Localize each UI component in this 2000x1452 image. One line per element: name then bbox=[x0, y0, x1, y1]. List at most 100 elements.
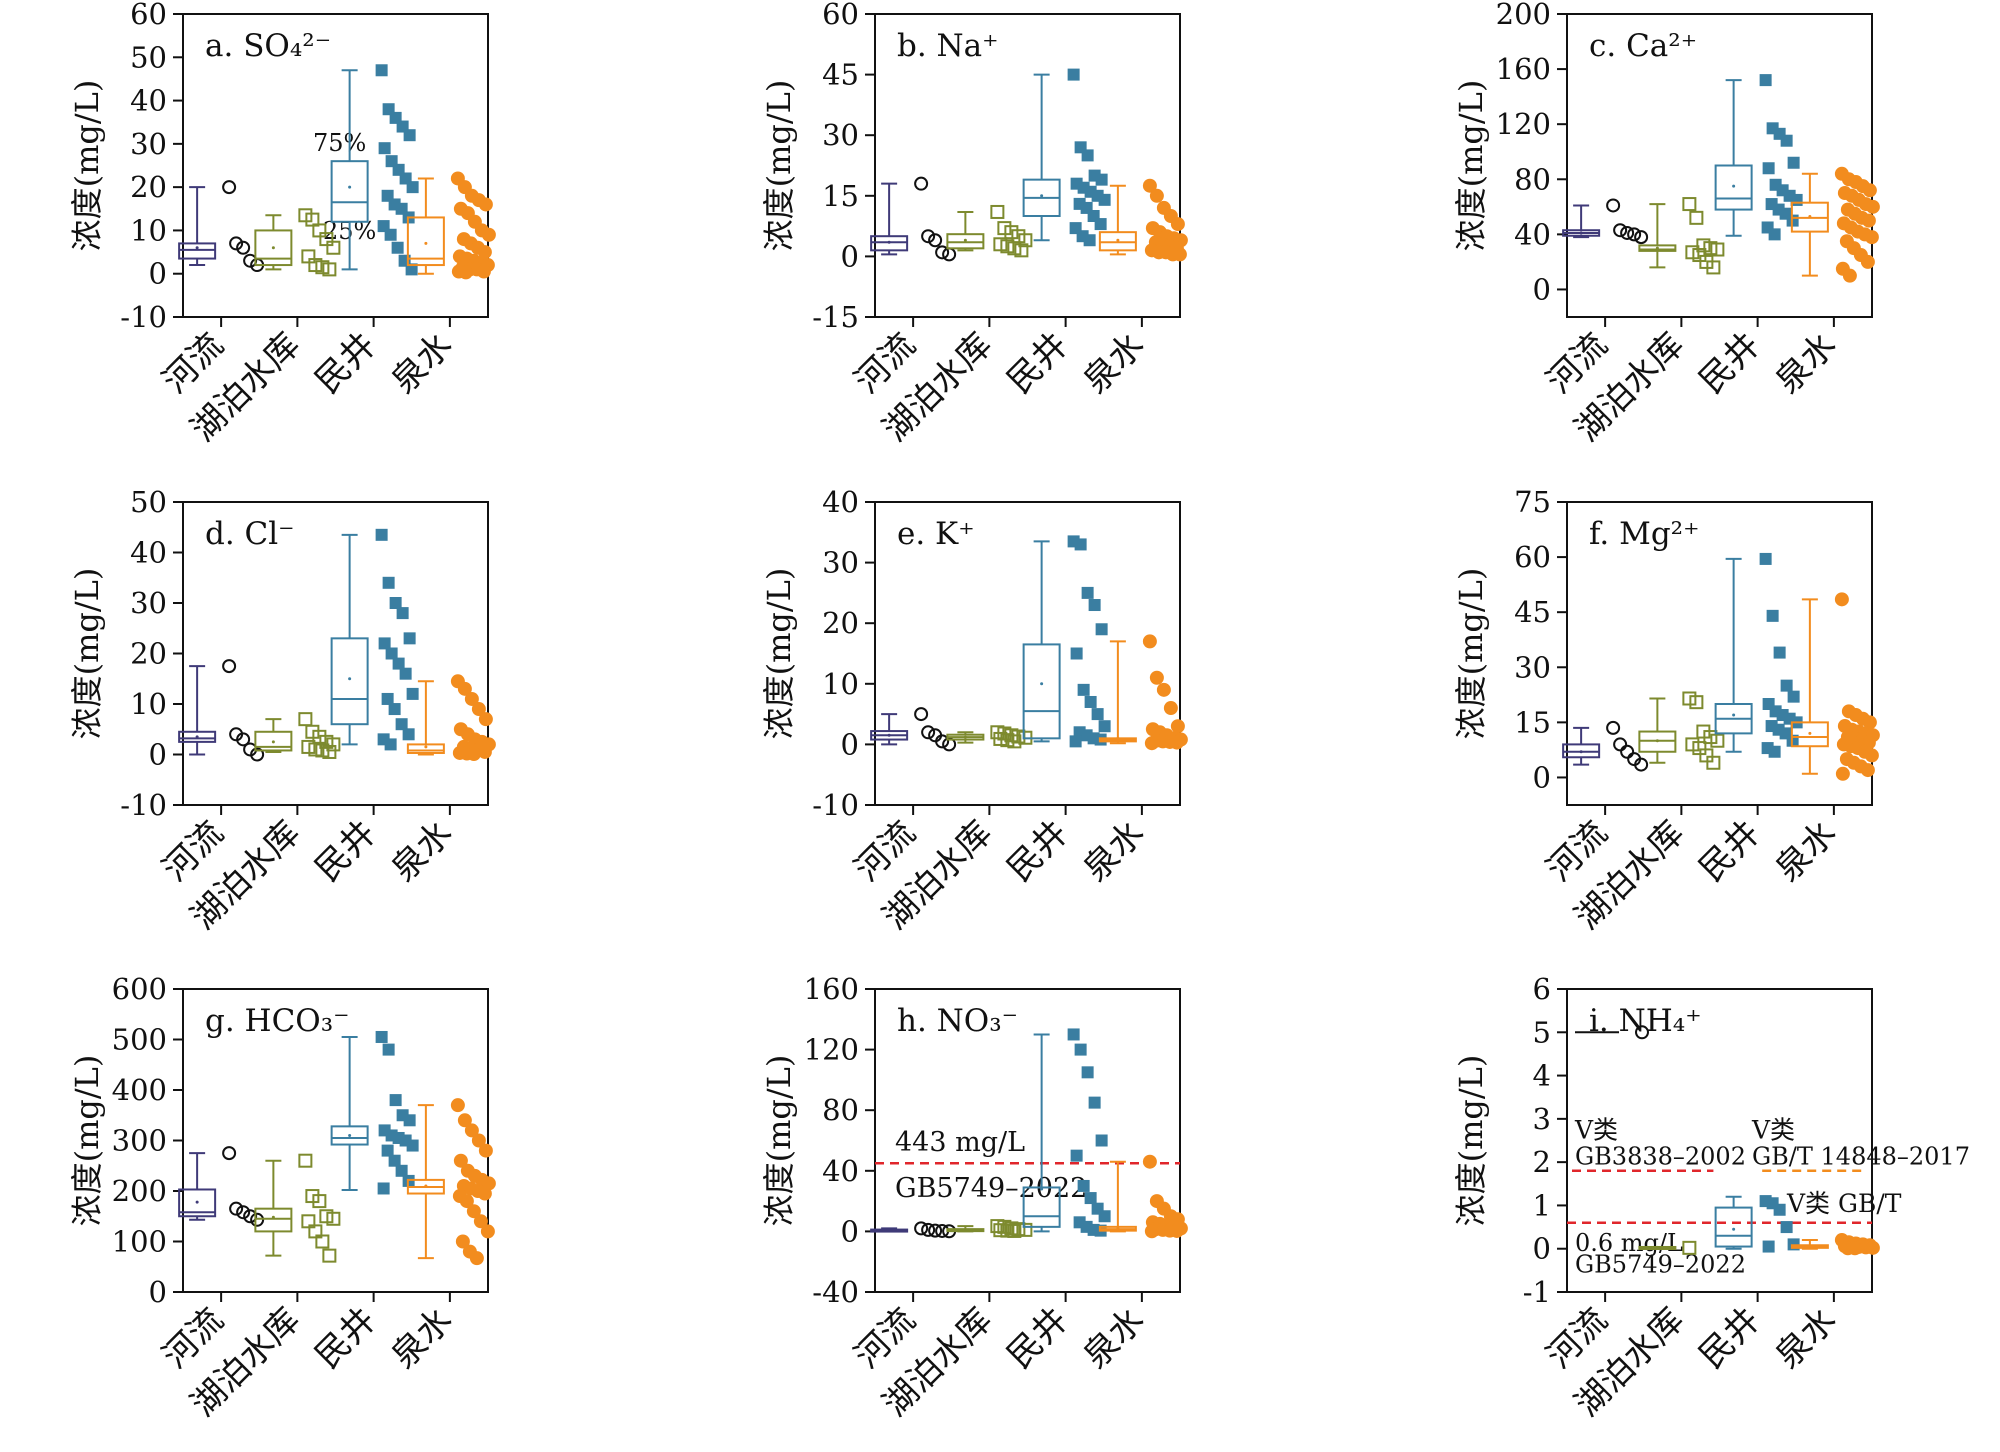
y-tick-label: 0 bbox=[1533, 1232, 1551, 1266]
data-point bbox=[322, 744, 337, 759]
data-point bbox=[1835, 766, 1850, 781]
mean-marker bbox=[1732, 1227, 1736, 1231]
data-point bbox=[322, 262, 337, 277]
box bbox=[1022, 643, 1061, 740]
data-point bbox=[478, 197, 493, 212]
panel-title: i. NH₄⁺ bbox=[1589, 1003, 1702, 1039]
data-point bbox=[1007, 1223, 1022, 1238]
data-point bbox=[458, 265, 473, 280]
data-point bbox=[1014, 243, 1029, 258]
reference-label: GB5749–2022 bbox=[895, 1173, 1087, 1204]
data-point bbox=[1710, 733, 1725, 748]
legend-sample-marker bbox=[1635, 1025, 1649, 1040]
data-point bbox=[1860, 254, 1875, 269]
x-tick-label: 泉水 bbox=[1076, 813, 1152, 889]
data-point bbox=[471, 702, 486, 717]
x-tick-label: 民井 bbox=[1692, 813, 1768, 889]
data-point bbox=[1156, 682, 1171, 697]
y-tick-label: 0 bbox=[149, 257, 167, 291]
mean-marker bbox=[1116, 1226, 1120, 1230]
data-point bbox=[990, 204, 1005, 219]
x-tick-label: 泉水 bbox=[1076, 325, 1152, 401]
plot-frame bbox=[874, 13, 1181, 318]
y-tick-label: 30 bbox=[130, 127, 167, 161]
y-tick-label: 5 bbox=[1533, 1015, 1551, 1049]
data-point bbox=[1081, 586, 1094, 599]
data-point bbox=[1773, 646, 1786, 659]
annotation: V类 bbox=[1751, 1115, 1795, 1144]
y-tick-label: 3 bbox=[1533, 1102, 1551, 1136]
data-point bbox=[1067, 1028, 1080, 1041]
data-point bbox=[914, 707, 929, 722]
data-point bbox=[375, 64, 388, 77]
data-point bbox=[935, 245, 950, 260]
y-tick-label: 60 bbox=[1514, 540, 1551, 574]
y-tick-label: 500 bbox=[112, 1023, 167, 1057]
y-axis-label: 浓度(mg/L) bbox=[760, 568, 798, 740]
mean-marker bbox=[195, 735, 199, 739]
box bbox=[254, 730, 293, 752]
y-tick-label: 40 bbox=[130, 536, 167, 570]
data-point bbox=[381, 692, 394, 705]
data-point bbox=[1861, 213, 1876, 228]
data-point bbox=[402, 728, 415, 741]
y-tick-label: 45 bbox=[822, 58, 859, 92]
data-point bbox=[914, 176, 929, 191]
y-tick-label: 20 bbox=[130, 637, 167, 671]
data-point bbox=[1169, 735, 1184, 750]
x-tick-label: 民井 bbox=[1000, 1300, 1076, 1376]
data-point bbox=[1787, 690, 1800, 703]
annotation: V类 GB/T bbox=[1786, 1189, 1902, 1218]
box bbox=[178, 242, 217, 260]
data-point bbox=[1163, 701, 1178, 716]
data-point bbox=[1095, 173, 1108, 186]
x-tick-label: 民井 bbox=[308, 813, 384, 889]
data-point bbox=[1865, 1240, 1880, 1255]
data-point bbox=[1787, 156, 1800, 169]
box bbox=[178, 1188, 217, 1218]
box bbox=[178, 730, 217, 743]
data-point bbox=[1710, 242, 1725, 257]
data-point bbox=[1865, 199, 1880, 214]
y-tick-label: 600 bbox=[112, 972, 167, 1006]
data-point bbox=[1070, 1149, 1083, 1162]
data-point bbox=[229, 1201, 244, 1216]
data-point bbox=[1613, 223, 1628, 238]
mean-marker bbox=[348, 1133, 352, 1137]
box bbox=[406, 216, 445, 267]
data-point bbox=[477, 245, 492, 260]
data-point bbox=[1077, 1179, 1090, 1192]
x-tick-label: 民井 bbox=[1692, 325, 1768, 401]
data-point bbox=[1762, 1240, 1775, 1253]
data-point bbox=[935, 734, 950, 749]
data-point bbox=[921, 725, 936, 740]
data-point bbox=[406, 1139, 419, 1152]
y-tick-label: 80 bbox=[822, 1093, 859, 1127]
x-tick-label: 泉水 bbox=[384, 325, 460, 401]
data-point bbox=[1142, 1154, 1157, 1169]
x-tick-label: 泉水 bbox=[1768, 1300, 1844, 1376]
y-tick-label: 30 bbox=[1514, 650, 1551, 684]
data-point bbox=[236, 240, 251, 255]
y-tick-label: -10 bbox=[120, 300, 167, 334]
box bbox=[254, 1207, 293, 1233]
data-point bbox=[326, 1211, 341, 1226]
mean-marker bbox=[1732, 713, 1736, 717]
data-point bbox=[1780, 1221, 1793, 1234]
y-axis-label: 浓度(mg/L) bbox=[68, 1055, 106, 1227]
annotation: GB3838–2002 bbox=[1575, 1142, 1746, 1170]
y-tick-label: 15 bbox=[1514, 705, 1551, 739]
data-point bbox=[385, 647, 398, 660]
mean-marker bbox=[271, 246, 275, 250]
data-point bbox=[480, 1224, 495, 1239]
mean-marker bbox=[348, 677, 352, 681]
data-point bbox=[243, 1209, 258, 1224]
data-point bbox=[382, 576, 395, 589]
y-axis-label: 浓度(mg/L) bbox=[1452, 568, 1490, 740]
mean-marker bbox=[195, 246, 199, 250]
